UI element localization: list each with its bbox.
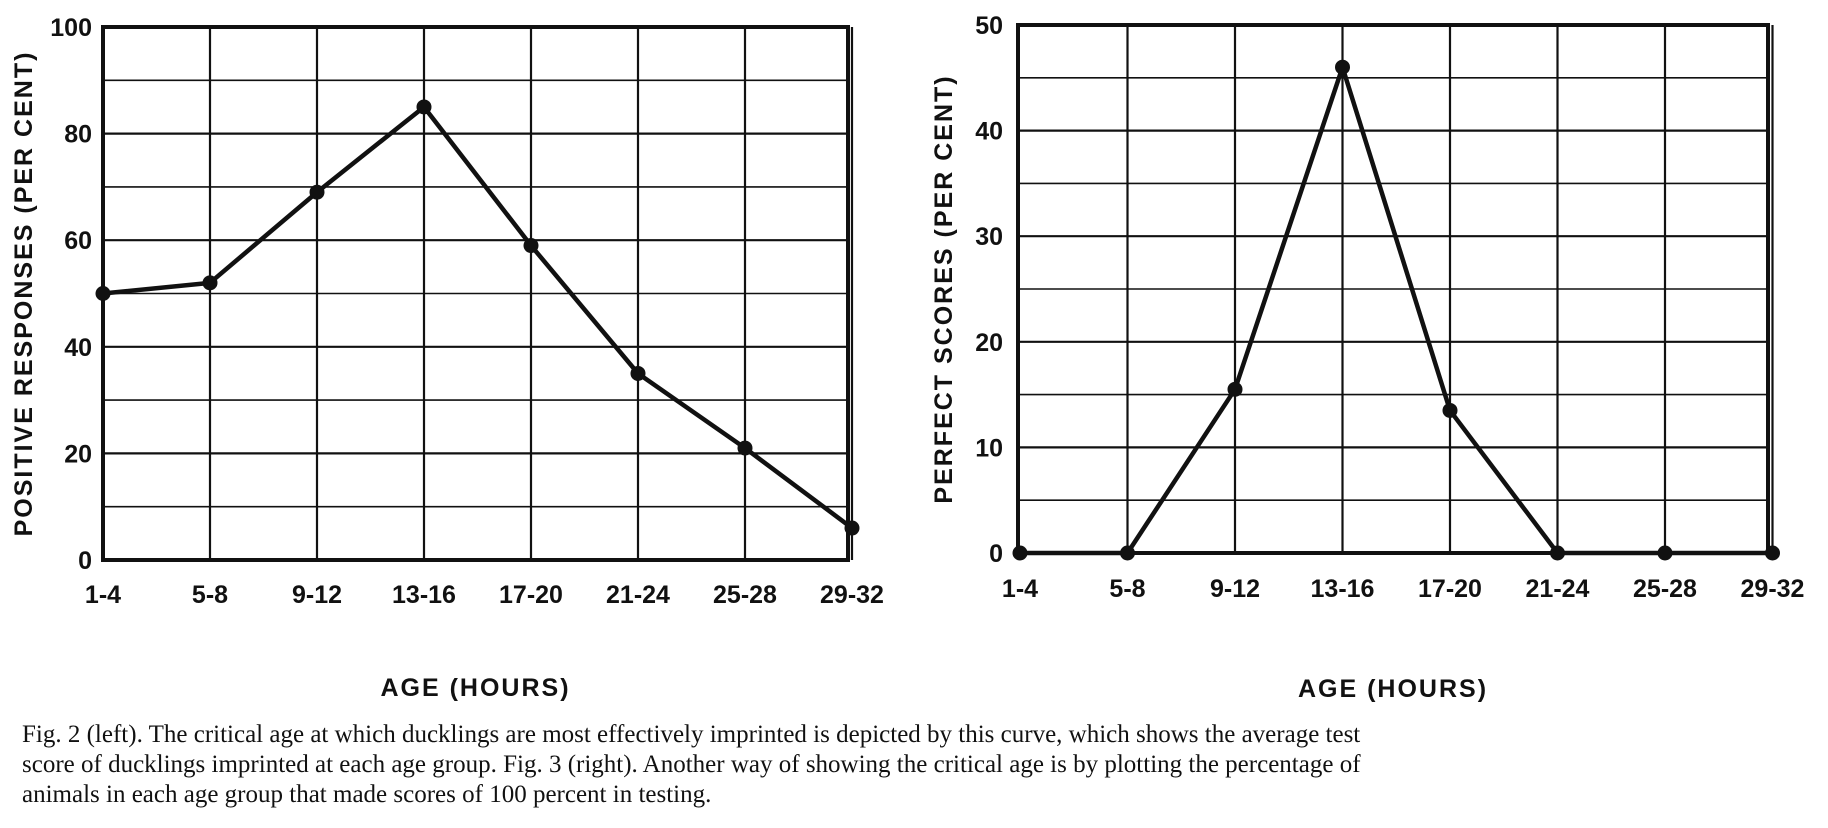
x-tick-label: 5-8 bbox=[1109, 575, 1145, 603]
data-point bbox=[630, 365, 646, 381]
data-point bbox=[1442, 402, 1458, 418]
data-point bbox=[523, 238, 539, 254]
figure-caption: Fig. 2 (left). The critical age at which… bbox=[22, 720, 1812, 810]
x-axis-title: AGE (HOURS) bbox=[1298, 675, 1488, 703]
x-tick-label: 5-8 bbox=[192, 581, 228, 609]
y-axis-title: PERFECT SCORES (PER CENT) bbox=[930, 74, 958, 503]
data-point bbox=[1335, 59, 1350, 75]
y-tick-label: 50 bbox=[975, 12, 1003, 40]
x-tick-label: 21-24 bbox=[606, 581, 670, 609]
series-line bbox=[1020, 64, 1773, 556]
x-tick-label: 9-12 bbox=[292, 581, 342, 609]
y-tick-label: 20 bbox=[64, 440, 92, 468]
x-tick-label: 13-16 bbox=[392, 581, 456, 609]
data-point bbox=[309, 184, 325, 200]
y-tick-label: 100 bbox=[50, 14, 92, 42]
y-tick-label: 60 bbox=[64, 227, 92, 255]
y-tick-label: 40 bbox=[64, 334, 92, 362]
x-tick-label: 13-16 bbox=[1311, 575, 1375, 603]
y-axis-title: POSITIVE RESPONSES (PER CENT) bbox=[10, 51, 38, 537]
caption-line-1: Fig. 2 (left). The critical age at which… bbox=[22, 721, 1361, 748]
plot-frame bbox=[1016, 23, 1770, 555]
data-point bbox=[1550, 545, 1565, 561]
data-point bbox=[95, 286, 111, 301]
data-point bbox=[202, 275, 218, 291]
x-tick-label: 25-28 bbox=[1633, 575, 1697, 603]
x-tick-label: 21-24 bbox=[1526, 575, 1590, 603]
y-tick-label: 20 bbox=[975, 329, 1003, 357]
x-axis-title: AGE (HOURS) bbox=[380, 674, 570, 702]
y-tick-label: 10 bbox=[975, 434, 1003, 462]
data-point bbox=[1227, 381, 1243, 397]
data-point bbox=[1657, 545, 1673, 561]
y-tick-label: 30 bbox=[975, 223, 1003, 251]
x-tick-label: 1-4 bbox=[85, 581, 121, 609]
data-point bbox=[844, 520, 860, 536]
data-point bbox=[1120, 545, 1135, 561]
y-tick-label: 0 bbox=[78, 547, 92, 575]
data-point bbox=[416, 99, 432, 115]
data-point bbox=[737, 440, 753, 456]
x-tick-label: 1-4 bbox=[1002, 575, 1038, 603]
x-tick-label: 29-32 bbox=[820, 581, 884, 609]
chart-perfect-scores: 0 10 20 30 40 50 1-4 5-8 9-12 13-16 17-20 21-24 25-2… bbox=[930, 12, 1804, 703]
data-point bbox=[1765, 545, 1780, 561]
x-tick-label: 9-12 bbox=[1210, 575, 1260, 603]
y-tick-label: 80 bbox=[64, 121, 92, 149]
data-point bbox=[1012, 545, 1028, 561]
y-tick-label: 40 bbox=[975, 118, 1003, 146]
series-line bbox=[102, 104, 854, 530]
x-tick-label: 25-28 bbox=[713, 581, 777, 609]
chart-positive-responses: 0 20 40 60 80 100 1-4 5-8 9-12 13-16 17-20 21-24 25-… bbox=[10, 14, 884, 702]
caption-line-3: animals in each age group that made scor… bbox=[22, 781, 712, 808]
y-tick-label: 0 bbox=[989, 540, 1003, 568]
x-tick-label: 29-32 bbox=[1741, 575, 1805, 603]
x-tick-label: 17-20 bbox=[1418, 575, 1482, 603]
caption-line-2: score of ducklings imprinted at each age… bbox=[22, 751, 1361, 778]
x-tick-label: 17-20 bbox=[499, 581, 563, 609]
